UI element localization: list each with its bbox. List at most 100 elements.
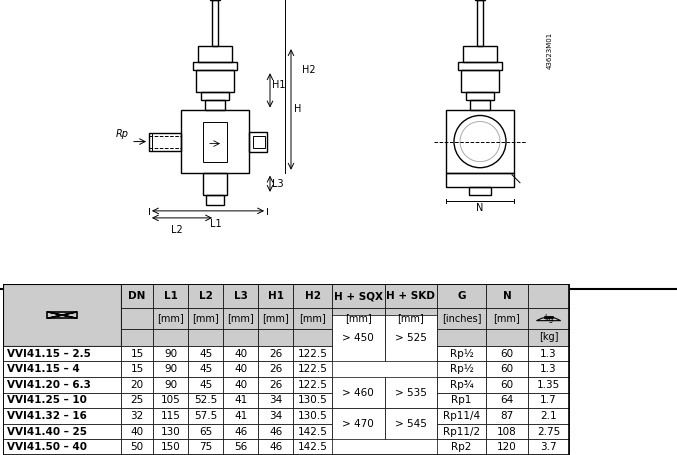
Text: 57.5: 57.5 — [194, 411, 217, 421]
Bar — [3, 424, 121, 440]
Bar — [153, 424, 188, 440]
Text: 46: 46 — [234, 427, 247, 437]
Bar — [293, 440, 332, 455]
Text: H2: H2 — [305, 291, 321, 301]
Polygon shape — [47, 312, 77, 318]
Text: 50: 50 — [131, 442, 144, 452]
Text: > 450: > 450 — [343, 333, 374, 343]
Text: 32: 32 — [131, 411, 144, 421]
Text: Rp: Rp — [116, 129, 129, 139]
Bar — [528, 424, 569, 440]
Text: H: H — [294, 105, 301, 115]
Bar — [528, 440, 569, 455]
Bar — [486, 284, 528, 308]
Bar — [528, 361, 569, 377]
Text: 20: 20 — [131, 380, 144, 390]
Bar — [121, 308, 153, 329]
Bar — [470, 101, 490, 111]
Text: DN: DN — [129, 291, 146, 301]
Bar — [258, 424, 293, 440]
Bar — [188, 408, 223, 424]
Text: L2: L2 — [171, 225, 183, 235]
Bar — [201, 92, 229, 101]
Bar — [293, 308, 332, 329]
Text: VVI41.50 – 40: VVI41.50 – 40 — [7, 442, 87, 452]
Text: H + SKD: H + SKD — [387, 291, 435, 301]
Text: VVI41.20 – 6.3: VVI41.20 – 6.3 — [7, 380, 91, 390]
Bar — [223, 361, 258, 377]
Bar — [3, 408, 121, 424]
Bar — [258, 361, 293, 377]
Text: Rp11/2: Rp11/2 — [443, 427, 480, 437]
Text: 26: 26 — [269, 364, 282, 374]
Text: > 545: > 545 — [395, 419, 427, 429]
Bar — [121, 393, 153, 408]
Bar — [385, 329, 437, 346]
Bar — [3, 377, 121, 393]
Bar — [528, 393, 569, 408]
Text: 40: 40 — [234, 364, 247, 374]
Text: 25: 25 — [131, 395, 144, 405]
Bar — [121, 361, 153, 377]
Text: 41: 41 — [234, 395, 247, 405]
Text: > 525: > 525 — [395, 333, 427, 343]
Bar — [121, 377, 153, 393]
Text: 2.1: 2.1 — [540, 411, 557, 421]
Bar — [461, 70, 499, 92]
Bar — [486, 408, 528, 424]
Bar — [188, 308, 223, 329]
Bar — [223, 329, 258, 346]
Bar — [223, 308, 258, 329]
Text: [mm]: [mm] — [345, 313, 372, 324]
Bar — [188, 284, 223, 308]
Bar — [437, 393, 486, 408]
Bar — [3, 361, 121, 377]
Bar — [121, 284, 153, 308]
Text: 52.5: 52.5 — [194, 395, 217, 405]
Bar — [188, 329, 223, 346]
Bar — [437, 329, 486, 346]
Bar — [486, 393, 528, 408]
Text: 45: 45 — [199, 349, 213, 359]
Text: L2: L2 — [199, 291, 213, 301]
Text: 105: 105 — [161, 395, 181, 405]
Bar — [153, 377, 188, 393]
Bar — [223, 424, 258, 440]
Bar — [258, 408, 293, 424]
Bar — [188, 424, 223, 440]
Text: H1: H1 — [272, 81, 286, 91]
Bar — [258, 284, 293, 308]
Bar — [293, 329, 332, 346]
Text: H1: H1 — [267, 291, 284, 301]
Text: Rp½: Rp½ — [450, 364, 473, 374]
Bar — [153, 393, 188, 408]
Text: 142.5: 142.5 — [298, 427, 328, 437]
Text: Rp2: Rp2 — [452, 442, 472, 452]
Bar — [437, 284, 486, 308]
Text: N: N — [477, 203, 483, 213]
Bar — [437, 377, 486, 393]
Bar — [121, 408, 153, 424]
Bar — [188, 346, 223, 361]
Bar — [223, 377, 258, 393]
Bar — [437, 408, 486, 424]
Text: 26: 26 — [269, 380, 282, 390]
Bar — [198, 46, 232, 62]
Text: VVI41.25 – 10: VVI41.25 – 10 — [7, 395, 87, 405]
Text: VVI41.32 – 16: VVI41.32 – 16 — [7, 411, 87, 421]
Text: 60: 60 — [500, 380, 513, 390]
Bar — [153, 346, 188, 361]
Text: 43623M01: 43623M01 — [547, 31, 553, 69]
Text: [mm]: [mm] — [158, 313, 184, 324]
Polygon shape — [47, 312, 77, 318]
Text: 130: 130 — [161, 427, 181, 437]
Bar — [223, 408, 258, 424]
Text: Rp¾: Rp¾ — [450, 380, 473, 390]
Bar — [477, 0, 483, 46]
Text: 34: 34 — [269, 411, 282, 421]
Text: > 460: > 460 — [343, 388, 374, 398]
Text: > 470: > 470 — [343, 419, 374, 429]
Text: 75: 75 — [199, 442, 213, 452]
Text: 3.7: 3.7 — [540, 442, 557, 452]
Bar — [293, 408, 332, 424]
